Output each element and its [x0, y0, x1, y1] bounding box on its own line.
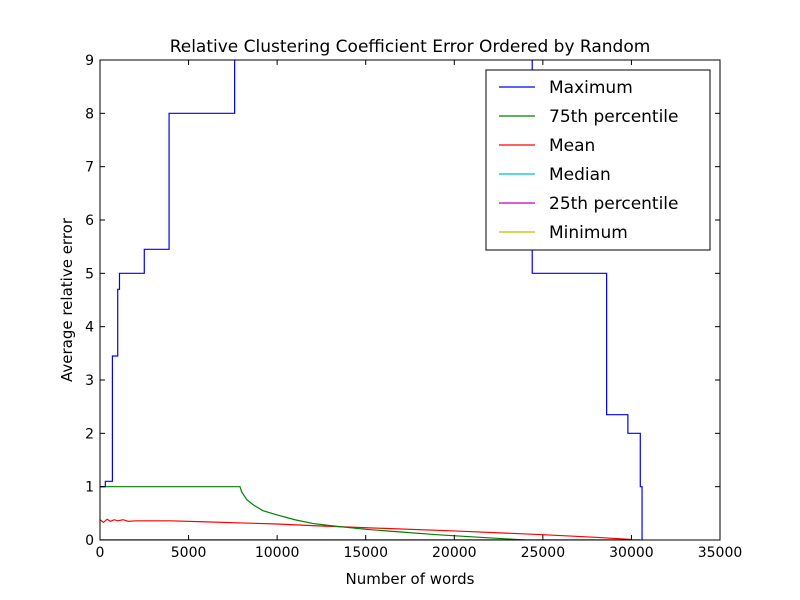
- x-tick-label: 10000: [255, 545, 300, 561]
- x-tick-label: 0: [96, 545, 105, 561]
- plot-area: 0 5000 10000 15000 20000 25000 30000 35000 0 1 2 3 4…: [85, 53, 742, 561]
- series-line-mean: [100, 518, 632, 540]
- chart-title: Relative Clustering Coefficient Error Or…: [170, 37, 651, 57]
- x-tick-label: 25000: [521, 545, 566, 561]
- legend-label: 25th percentile: [549, 194, 679, 214]
- legend-label: Mean: [549, 136, 595, 156]
- legend: Maximum 75th percentile Mean Median 25th per…: [485, 69, 711, 251]
- legend-label: Maximum: [549, 78, 633, 98]
- legend-box: [485, 69, 711, 251]
- y-tick-label: 8: [85, 106, 94, 122]
- legend-label: 75th percentile: [549, 107, 679, 127]
- y-tick-label: 7: [85, 160, 94, 176]
- y-tick-label: 1: [85, 480, 94, 496]
- legend-label: Minimum: [549, 223, 628, 243]
- y-tick-label: 4: [85, 320, 94, 336]
- legend-label: Median: [549, 165, 611, 185]
- x-tick-label: 35000: [698, 545, 743, 561]
- y-tick-label: 6: [85, 213, 94, 229]
- series-line-75th-percentile: [100, 486, 526, 540]
- tick-layer: 0 5000 10000 15000 20000 25000 30000 35000 0 1 2 3 4…: [85, 53, 742, 561]
- plot-frame: [99, 59, 721, 541]
- series-line-maximum: [100, 60, 643, 540]
- x-tick-label: 30000: [609, 545, 654, 561]
- x-tick-label: 15000: [343, 545, 388, 561]
- y-tick-label: 9: [85, 53, 94, 69]
- y-tick-label: 2: [85, 426, 94, 442]
- y-tick-label: 3: [85, 373, 94, 389]
- x-axis-label: Number of words: [346, 570, 475, 588]
- y-tick-label: 0: [85, 533, 94, 549]
- x-tick-label: 20000: [432, 545, 477, 561]
- y-axis-label: Average relative error: [58, 217, 76, 382]
- y-tick-label: 5: [85, 266, 94, 282]
- x-tick-label: 5000: [171, 545, 207, 561]
